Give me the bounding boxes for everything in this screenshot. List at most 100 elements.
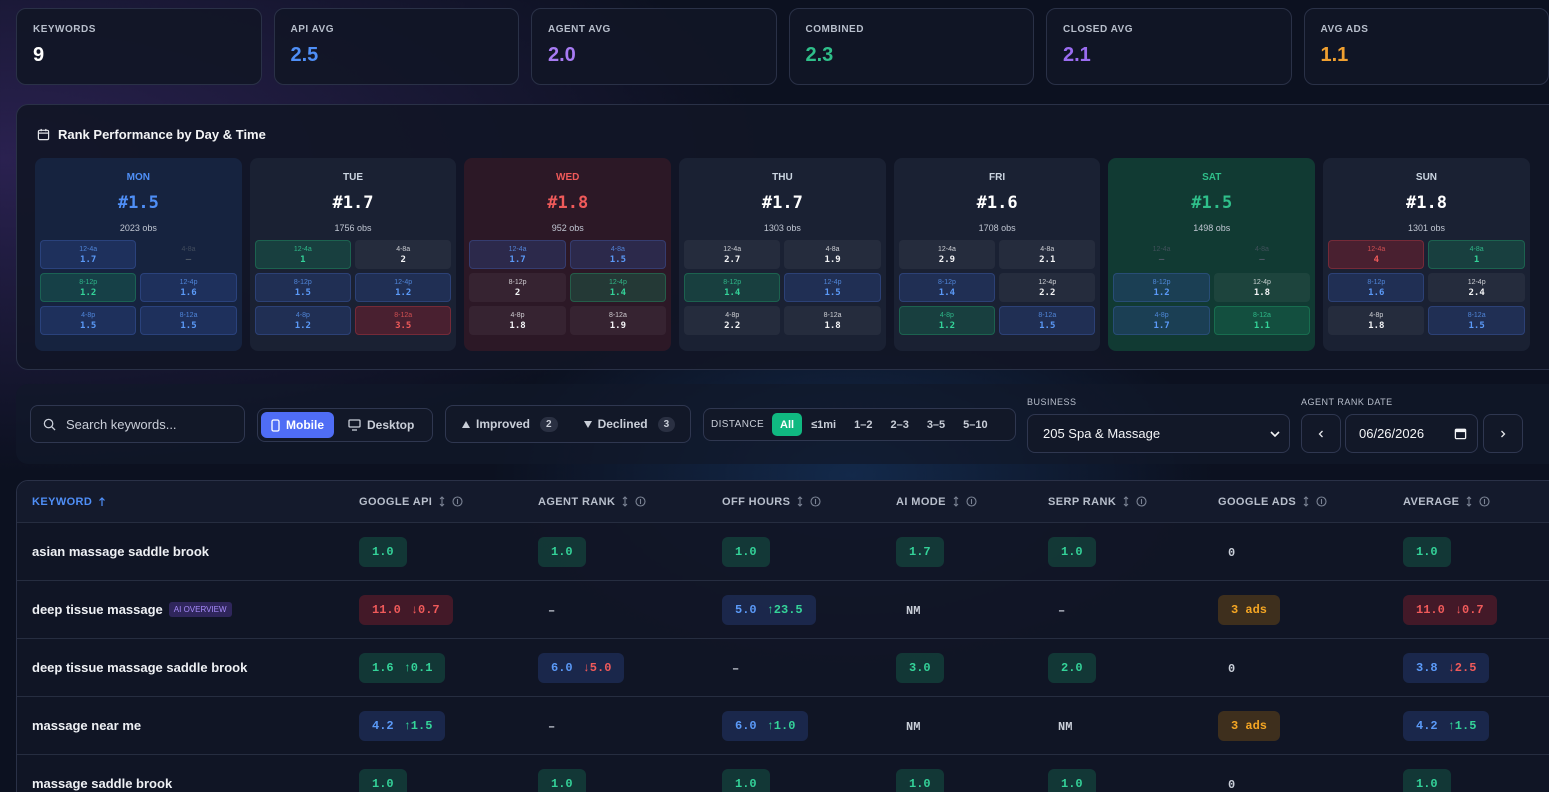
slot-value: 1.5 (1468, 321, 1485, 331)
trend-button[interactable]: Improved 2 (462, 416, 558, 432)
column-header[interactable]: AGENT RANK (538, 496, 722, 508)
next-date-button[interactable] (1483, 414, 1523, 453)
day-name: SUN (1415, 172, 1438, 183)
stat-card: KEYWORDS 9 (16, 8, 262, 85)
slot-value: 1.8 (509, 321, 526, 331)
time-slot: 4-8p 1.8 (469, 306, 566, 335)
column-title: AGENT RANK (538, 495, 616, 508)
stat-value: 2.1 (1063, 44, 1091, 66)
keyword-table: KEYWORD GOOGLE API AGENT RANK OFF HOURS AI M… (16, 480, 1549, 792)
table-cell: 3.8 ↓2.5 (1403, 652, 1549, 683)
slot-label: 12-4p (179, 279, 198, 286)
rank-pill: 3.8 ↓2.5 (1403, 652, 1490, 683)
time-slot: 12-4p 2.4 (1428, 273, 1525, 302)
date-input[interactable]: 06/26/2026 (1345, 414, 1478, 453)
sort-icon (439, 496, 445, 507)
slot-label: 12-4a (293, 246, 312, 253)
calendar-icon (37, 128, 50, 141)
column-header[interactable]: AVERAGE (1403, 496, 1549, 508)
distance-option[interactable]: 5–10 (963, 418, 988, 431)
time-slot: 12-4p 1.4 (569, 273, 667, 302)
table-row: massage near me 4.2 ↑1.5 – 6.0 ↑1.0 NM NM 3 ads 4… (17, 697, 1549, 755)
slot-value: 1.9 (609, 321, 627, 331)
rank-pill: 11.0 ↓0.7 (1403, 594, 1497, 625)
distance-option[interactable]: 1–2 (854, 418, 873, 431)
day-rank: #1.5 (1191, 193, 1233, 213)
column-title: GOOGLE ADS (1218, 495, 1297, 508)
slot-value: 1 (1473, 255, 1480, 265)
table-cell: 0 (1218, 543, 1403, 561)
time-slot: 8-12p 2 (469, 273, 566, 302)
search-input[interactable]: Search keywords... (30, 405, 245, 443)
search-placeholder: Search keywords... (66, 416, 177, 432)
slot-value: 2.1 (1039, 255, 1056, 265)
rank-pill: 1.0 (359, 768, 407, 792)
column-header[interactable]: OFF HOURS (722, 496, 896, 508)
slot-label: 4-8a (1469, 246, 1484, 253)
slot-value: 2.2 (1039, 288, 1056, 298)
table-cell: 4.2 ↑1.5 (1403, 710, 1549, 741)
day-obs: 1303 obs (763, 223, 801, 233)
time-slot: 12-4a – (1113, 240, 1209, 269)
distance-option[interactable]: All (772, 413, 803, 436)
cell-value: 3.8 (1416, 660, 1438, 675)
cell-value: 0 (1228, 777, 1236, 792)
rank-pill: 5.0 ↑23.5 (722, 594, 816, 625)
table-cell: – (722, 659, 896, 677)
prev-date-button[interactable] (1301, 414, 1341, 453)
slot-label: 12-4a (723, 246, 742, 253)
heatmap-title: Rank Performance by Day & Time (58, 127, 266, 142)
column-header[interactable]: AI MODE (896, 496, 1048, 508)
rank-pill: 1.0 (538, 536, 586, 567)
slot-label: 4-8p (1154, 312, 1169, 319)
column-header[interactable]: KEYWORD (32, 496, 359, 508)
trend-button[interactable]: Declined 3 (583, 416, 676, 432)
day-card: SAT #1.5 1498 obs 12-4a –4-8a –8-12p 1.2 12-4p 1… (1108, 158, 1316, 351)
trend-count: 2 (540, 416, 558, 432)
cell-value: NM (906, 719, 921, 734)
table-header: KEYWORD GOOGLE API AGENT RANK OFF HOURS AI M… (17, 481, 1549, 523)
day-card: THU #1.7 1303 obs 12-4a 2.7 4-8a 1.9 8-12p 1.4 12… (679, 158, 886, 351)
stat-value: 2.0 (548, 44, 576, 66)
keyword-cell: deep tissue massage AI OVERVIEW (32, 602, 359, 617)
slot-grid: 12-4a 2.7 4-8a 1.9 8-12p 1.4 12-4p 1.5 4-8p 2.2 8-… (684, 240, 881, 335)
cell-delta: ↓0.7 (410, 602, 440, 617)
stat-value: 2.3 (805, 44, 834, 66)
cell-value: 1.0 (551, 544, 573, 559)
cell-delta: ↑23.5 (766, 602, 803, 617)
trend-label: Improved (476, 417, 531, 431)
business-select[interactable]: 205 Spa & Massage (1027, 414, 1290, 453)
table-cell: 11.0 ↓0.7 (1403, 594, 1549, 625)
time-slot: 8-12a 3.5 (355, 306, 452, 335)
time-slot: 8-12p 1.4 (898, 273, 996, 302)
stat-label: AVG ADS (1320, 24, 1369, 35)
table-cell: – (538, 601, 722, 619)
column-header[interactable]: GOOGLE API (359, 496, 538, 508)
stat-value: 1.1 (1320, 44, 1349, 66)
time-slot: 8-12a 1.1 (1213, 306, 1311, 335)
cell-delta: ↓0.7 (1454, 602, 1484, 617)
column-header[interactable]: SERP RANK (1048, 496, 1218, 508)
rank-pill: 11.0 ↓0.7 (359, 594, 453, 625)
day-obs: 1756 obs (334, 223, 372, 233)
table-row: deep tissue massage AI OVERVIEW 11.0 ↓0.7 – 5… (17, 581, 1549, 639)
device-button[interactable]: Desktop (338, 412, 424, 438)
slot-value: 1.8 (824, 321, 841, 331)
slot-value: 1.5 (294, 288, 311, 298)
rank-pill: 3 ads (1218, 594, 1281, 625)
distance-option[interactable]: 2–3 (890, 418, 909, 431)
distance-option[interactable]: 3–5 (926, 418, 946, 431)
cell-value: 1.0 (551, 776, 573, 791)
slot-value: – (1259, 255, 1265, 265)
slot-value: 1.5 (609, 255, 627, 265)
time-slot: 4-8p 1.2 (254, 306, 352, 335)
table-cell: 1.0 (896, 768, 1048, 792)
slot-label: 12-4p (823, 279, 842, 286)
table-cell: 3.0 (896, 652, 1048, 683)
slot-label: 4-8p (725, 312, 740, 319)
device-button[interactable]: Mobile (261, 412, 334, 438)
column-header[interactable]: GOOGLE ADS (1218, 496, 1403, 508)
column-title: OFF HOURS (722, 495, 791, 508)
stat-value: 9 (33, 44, 45, 66)
distance-option[interactable]: ≤1mi (811, 418, 837, 431)
